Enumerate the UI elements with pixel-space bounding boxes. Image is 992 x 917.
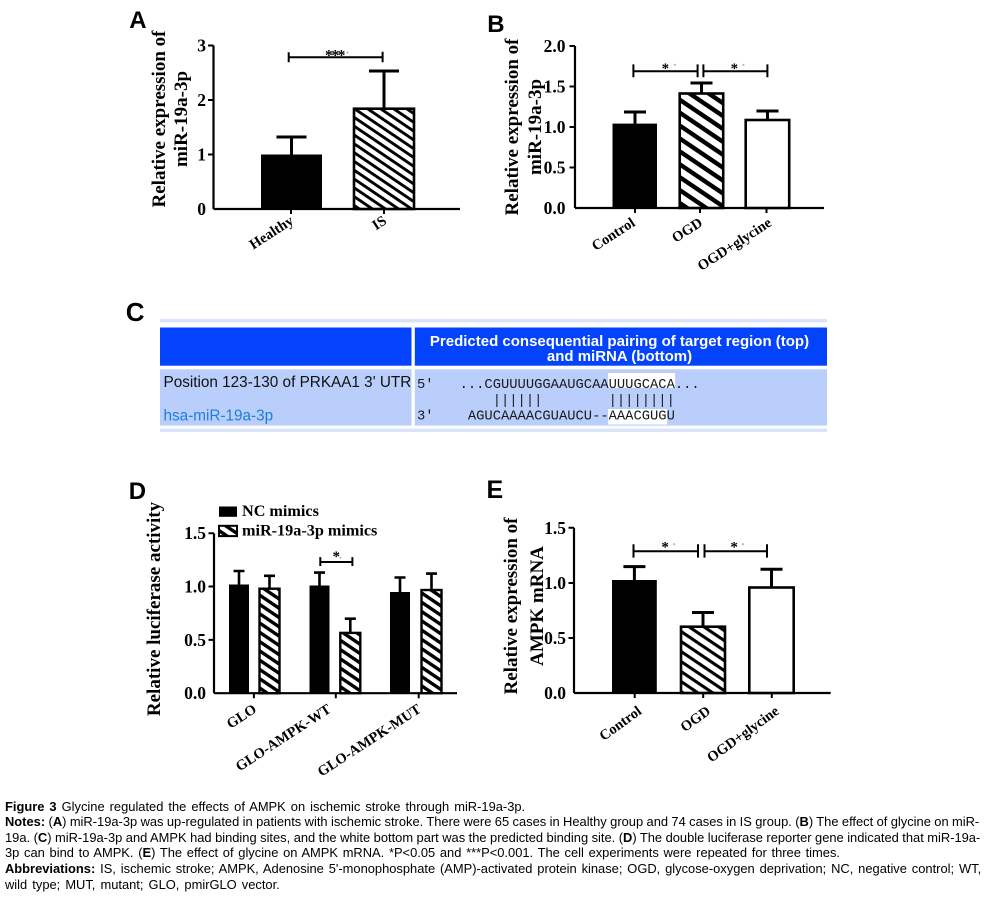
svg-text:A: A xyxy=(129,7,146,34)
svg-text:*: * xyxy=(661,540,669,556)
svg-text:Relative expression of: Relative expression of xyxy=(149,30,170,208)
svg-text:Healthy: Healthy xyxy=(247,213,298,254)
svg-text:AGUCAAAACGUAUCU--AAACGUGU: AGUCAAAACGUAUCU--AAACGUGU xyxy=(460,410,675,425)
svg-text:NC mimics: NC mimics xyxy=(242,502,319,520)
svg-text:B: B xyxy=(487,11,504,38)
svg-text:2.0: 2.0 xyxy=(544,36,566,56)
svg-text:0.0: 0.0 xyxy=(544,683,566,703)
svg-text:***: *** xyxy=(325,48,346,65)
svg-text:GLO: GLO xyxy=(224,701,260,732)
svg-text:Relative expression of: Relative expression of xyxy=(501,517,522,695)
svg-text:3: 3 xyxy=(197,36,206,56)
svg-text:0: 0 xyxy=(197,199,206,219)
svg-text:*: * xyxy=(662,61,670,77)
svg-text:...CGUUUUGGAAUGCAAUUUGCACA...: ...CGUUUUGGAAUGCAAUUUGCACA... xyxy=(460,378,700,393)
svg-text:hsa-miR-19a-3p: hsa-miR-19a-3p xyxy=(164,407,274,424)
svg-text:1.0: 1.0 xyxy=(544,117,566,137)
svg-text:5': 5' xyxy=(417,377,434,393)
svg-text:IS: IS xyxy=(369,213,389,234)
svg-text:0.5: 0.5 xyxy=(184,630,206,650)
svg-text:1.0: 1.0 xyxy=(544,573,566,593)
svg-text:Control: Control xyxy=(589,215,638,255)
svg-text:3': 3' xyxy=(417,409,434,425)
svg-text:2: 2 xyxy=(197,90,206,110)
svg-text:0.0: 0.0 xyxy=(544,198,566,218)
svg-text:OGD+glycine: OGD+glycine xyxy=(704,703,782,766)
svg-text:C: C xyxy=(126,297,145,327)
svg-text:Relative luciferase activity: Relative luciferase activity xyxy=(144,501,165,716)
svg-text:1.5: 1.5 xyxy=(544,77,566,97)
svg-text:Position 123-130 of PRKAA1 3': Position 123-130 of PRKAA1 3' UTR xyxy=(164,374,412,391)
svg-text:and miRNA (bottom): and miRNA (bottom) xyxy=(547,348,692,365)
svg-text:Predicted consequential pairin: Predicted consequential pairing of targe… xyxy=(430,333,809,350)
svg-text:Relative expression of: Relative expression of xyxy=(502,38,523,216)
svg-text:miR-19a-3p: miR-19a-3p xyxy=(525,79,546,175)
svg-text:1: 1 xyxy=(197,145,206,165)
svg-text:0.5: 0.5 xyxy=(544,628,566,648)
svg-text:*: * xyxy=(731,61,739,77)
svg-text:0.5: 0.5 xyxy=(544,158,566,178)
svg-text:E: E xyxy=(487,476,504,504)
svg-text:0.0: 0.0 xyxy=(184,683,206,703)
svg-text:*: * xyxy=(730,540,738,556)
svg-text:1.0: 1.0 xyxy=(184,577,206,597)
svg-text:*: * xyxy=(333,549,341,565)
svg-text:AMPK mRNA: AMPK mRNA xyxy=(527,546,548,666)
svg-text:Control: Control xyxy=(597,703,645,744)
svg-text:miR-19a-3p mimics: miR-19a-3p mimics xyxy=(242,522,377,540)
svg-text:miR-19a-3p: miR-19a-3p xyxy=(171,71,192,167)
svg-text:1.5: 1.5 xyxy=(544,518,566,538)
svg-text:OGD+glycine: OGD+glycine xyxy=(695,215,775,275)
svg-text:OGD: OGD xyxy=(678,703,714,735)
svg-text:D: D xyxy=(129,478,146,505)
svg-text:OGD: OGD xyxy=(669,215,705,246)
svg-text:1.5: 1.5 xyxy=(184,523,206,543)
svg-text:|||||| ||||||||: |||||| |||||||| xyxy=(460,393,675,409)
